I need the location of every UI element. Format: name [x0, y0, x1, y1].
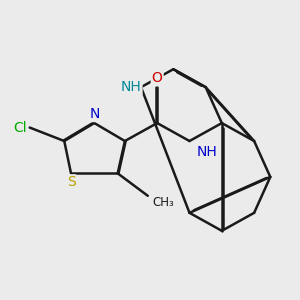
- Text: O: O: [152, 71, 163, 85]
- Text: CH₃: CH₃: [152, 196, 174, 209]
- Text: NH: NH: [121, 80, 142, 94]
- Text: N: N: [89, 107, 100, 121]
- Text: NH: NH: [196, 145, 217, 159]
- Text: Cl: Cl: [13, 121, 27, 135]
- Text: S: S: [67, 175, 75, 189]
